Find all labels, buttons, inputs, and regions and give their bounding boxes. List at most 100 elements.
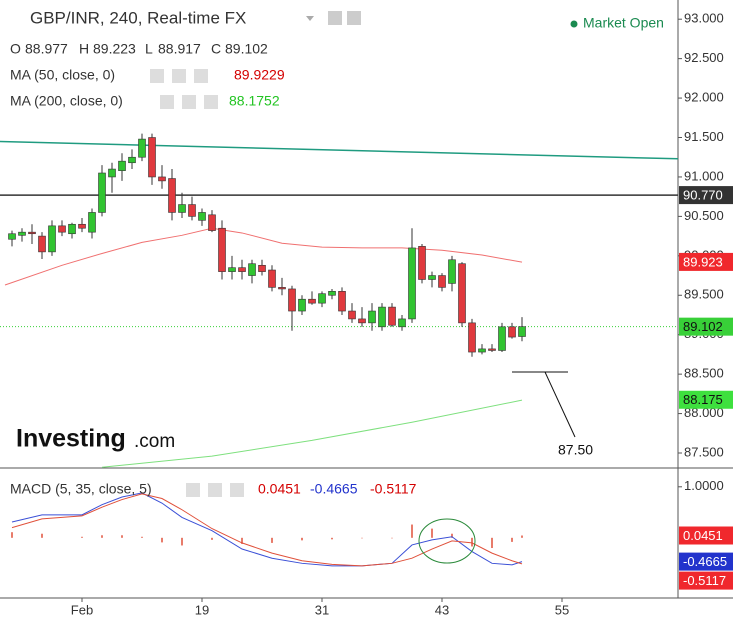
x-tick-label: 55	[555, 602, 569, 617]
visibility-icon[interactable]	[160, 95, 174, 109]
histogram-bar	[11, 532, 13, 538]
histogram-bar	[511, 537, 513, 542]
candle-body	[28, 231, 36, 235]
macd-line	[11, 492, 523, 567]
ohlc-label: C	[211, 41, 221, 57]
histogram-bar	[81, 536, 83, 538]
candle-body	[68, 223, 76, 235]
candle-body	[188, 204, 196, 217]
trendline	[0, 140, 679, 160]
candle-body	[418, 246, 426, 280]
candle-body	[208, 214, 216, 231]
candle-body	[448, 259, 456, 284]
ohlc-label: H	[79, 41, 89, 57]
price-tag-label: 90.770	[683, 188, 723, 203]
price-tag-label: 88.175	[683, 392, 723, 407]
histogram-bar	[491, 537, 493, 549]
histogram-bar	[521, 535, 523, 538]
candle-body	[468, 322, 476, 353]
candle-body	[98, 172, 106, 213]
settings-icon[interactable]	[347, 11, 361, 25]
moving-average	[4, 227, 523, 286]
candle-body	[8, 233, 16, 240]
histogram-bar	[161, 537, 163, 543]
histogram-bar	[361, 537, 363, 539]
candle-body	[378, 306, 386, 328]
close-icon[interactable]	[204, 95, 218, 109]
candle-body	[438, 275, 446, 288]
candle-body	[118, 160, 126, 171]
candle-body	[88, 212, 96, 233]
indicator-name: MACD (5, 35, close, 5)	[10, 481, 152, 497]
candle-body	[478, 348, 486, 353]
ohlc-value: 88.977	[25, 41, 68, 57]
price-tag-label: 89.923	[683, 254, 723, 269]
histogram-bar	[241, 537, 243, 544]
candle-body	[288, 288, 296, 312]
candle-body	[398, 318, 406, 328]
ohlc-value: 89.223	[93, 41, 136, 57]
candle-body	[198, 212, 206, 221]
candle-body	[278, 287, 286, 290]
y-tick-label: 88.500	[684, 366, 724, 381]
y-tick-label: 87.500	[684, 444, 724, 459]
candle-body	[338, 291, 346, 312]
histogram-bar	[211, 537, 213, 540]
histogram-bar	[331, 537, 333, 540]
candle-body	[128, 156, 136, 164]
histogram-bar	[301, 537, 303, 541]
histogram-bar	[431, 528, 433, 538]
candle-body	[148, 137, 156, 178]
settings-icon[interactable]	[328, 11, 342, 25]
settings-icon[interactable]	[208, 483, 222, 497]
price-tag	[679, 252, 733, 271]
candle-body	[18, 231, 26, 236]
ohlc-value: 89.102	[225, 41, 268, 57]
histogram-bar	[451, 533, 453, 538]
histogram-bar	[391, 537, 393, 539]
histogram-bar	[101, 535, 103, 538]
indicator-value: 88.1752	[229, 93, 280, 109]
candle-body	[358, 318, 366, 324]
y-tick-label: 88.000	[684, 405, 724, 420]
indicator-value: 0.0451	[258, 481, 301, 497]
x-tick-label: 31	[315, 602, 329, 617]
y-tick-label: 1.0000	[684, 478, 724, 493]
settings-icon[interactable]	[182, 95, 196, 109]
close-icon[interactable]	[194, 69, 208, 83]
dropdown-icon[interactable]	[306, 16, 314, 21]
candle-body	[258, 264, 266, 272]
x-tick-label: 43	[435, 602, 449, 617]
annotation-line	[544, 371, 576, 438]
candle-body	[328, 291, 336, 296]
candle-body	[138, 138, 146, 158]
candle-body	[508, 326, 516, 338]
candle-body	[308, 298, 316, 304]
histogram-bar	[471, 537, 473, 547]
candle-body	[428, 275, 436, 280]
candle-body	[168, 178, 176, 213]
candle-body	[298, 298, 306, 312]
visibility-icon[interactable]	[150, 69, 164, 83]
y-tick-label: 91.000	[684, 168, 724, 183]
candle-body	[518, 326, 526, 337]
y-tick-label: 93.000	[684, 11, 724, 26]
candle-body	[238, 267, 246, 272]
candle-body	[488, 348, 496, 351]
candle-body	[318, 293, 326, 304]
ohlc-value: 88.917	[158, 41, 201, 57]
status-dot	[570, 20, 578, 28]
settings-icon[interactable]	[172, 69, 186, 83]
price-tag	[679, 317, 733, 336]
price-tag-label: 0.0451	[683, 528, 723, 543]
visibility-icon[interactable]	[186, 483, 200, 497]
candle-body	[458, 263, 466, 324]
candle-body	[368, 310, 376, 324]
close-icon[interactable]	[230, 483, 244, 497]
market-status: Market Open	[583, 15, 664, 31]
histogram-bar	[41, 533, 43, 538]
moving-average	[101, 399, 523, 468]
candle-body	[38, 235, 46, 253]
indicator-value: -0.4665	[310, 481, 358, 497]
